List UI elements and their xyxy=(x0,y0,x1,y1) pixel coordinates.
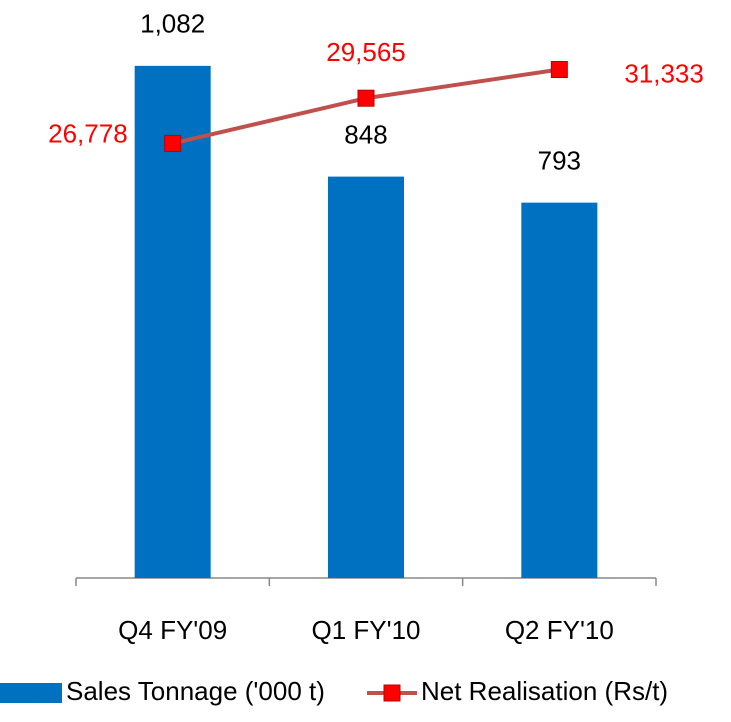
data-label: 848 xyxy=(344,119,387,149)
x-tick-label: Q1 FY'10 xyxy=(311,615,420,645)
bar xyxy=(328,176,404,578)
marker xyxy=(164,134,182,152)
legend-swatch xyxy=(0,683,62,703)
data-label: 31,333 xyxy=(624,58,704,88)
data-label: 1,082 xyxy=(140,9,205,39)
data-label: 29,565 xyxy=(326,37,406,67)
marker xyxy=(550,61,568,79)
legend-label: Net Realisation (Rs/t) xyxy=(421,676,668,706)
marker xyxy=(357,89,375,107)
bar xyxy=(521,202,598,578)
legend-label: Sales Tonnage ('000 t) xyxy=(66,676,325,706)
x-tick-label: Q2 FY'10 xyxy=(505,615,614,645)
legend-marker xyxy=(383,684,401,702)
data-label: 26,778 xyxy=(48,118,128,148)
data-label: 793 xyxy=(538,146,581,176)
x-tick-label: Q4 FY'09 xyxy=(118,615,227,645)
